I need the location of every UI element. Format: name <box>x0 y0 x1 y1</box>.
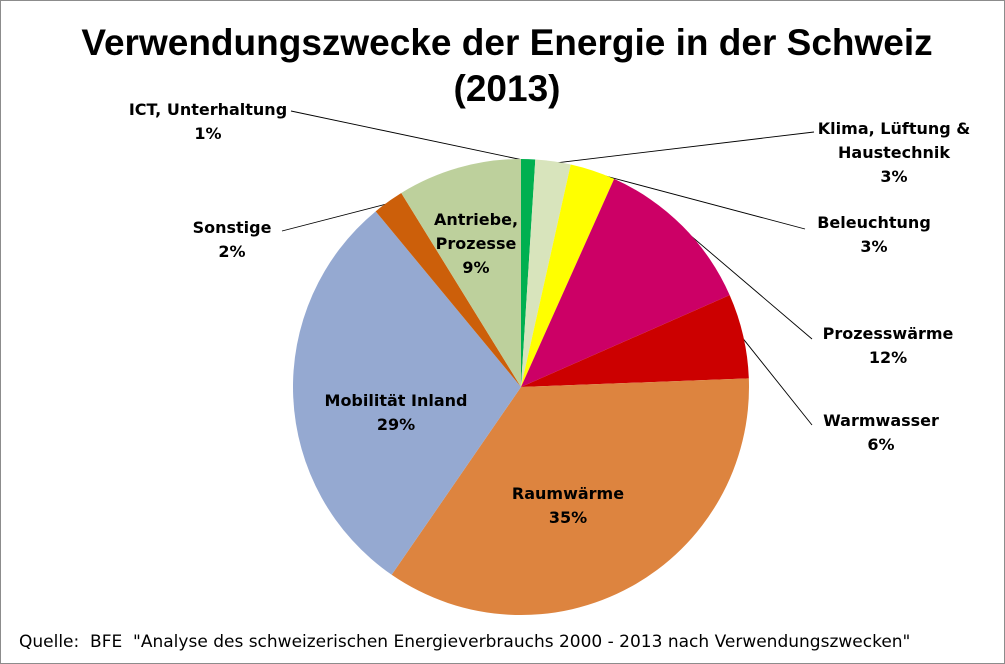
pie-slice <box>401 159 521 387</box>
slice-label: Antriebe, Prozesse 9% <box>434 210 518 277</box>
pie-slice <box>391 378 750 616</box>
leader-line <box>740 336 813 426</box>
chart-subtitle: (2013) <box>454 68 561 109</box>
slice-label: Sonstige 2% <box>193 218 272 261</box>
source-note: Quelle: BFE "Analyse des schweizerischen… <box>19 632 910 652</box>
chart-title: Verwendungszwecke der Energie in der Sch… <box>81 22 932 63</box>
slice-percent: 12% <box>869 348 907 367</box>
slice-label: Klima, Lüftung & Haustechnik 3% <box>818 119 970 186</box>
leader-line <box>681 227 813 340</box>
slice-label: Beleuchtung 3% <box>817 213 931 256</box>
slice-category: Sonstige <box>193 218 272 237</box>
slice-category: Raumwärme <box>512 484 624 503</box>
slice-percent: 9% <box>462 258 489 277</box>
slice-category: Beleuchtung <box>817 213 931 232</box>
slice-label: Raumwärme 35% <box>512 484 624 527</box>
slice-percent: 6% <box>867 435 894 454</box>
pie-slice <box>375 192 521 387</box>
data-labels: ICT, Unterhaltung 1% Klima, Lüftung & Haust… <box>129 100 970 527</box>
slice-category: Mobilität Inland <box>325 391 468 410</box>
pie-slice <box>521 159 536 387</box>
pie-slice <box>521 159 571 387</box>
slice-category: Prozesse <box>436 234 517 253</box>
slice-label: Mobilität Inland 29% <box>325 391 468 434</box>
slice-category: Prozesswärme <box>823 324 954 343</box>
slice-percent: 1% <box>194 124 221 143</box>
slice-label: ICT, Unterhaltung 1% <box>129 100 287 143</box>
slice-percent: 2% <box>218 242 245 261</box>
slice-category: ICT, Unterhaltung <box>129 100 287 119</box>
slice-category: Klima, Lüftung & <box>818 119 970 138</box>
pie-slice <box>521 164 615 387</box>
slice-category: Warmwasser <box>823 411 939 430</box>
slice-percent: 3% <box>880 167 907 186</box>
leader-line <box>281 202 390 232</box>
pie-slice <box>521 178 730 387</box>
pie-slices <box>292 159 750 616</box>
leader-line <box>592 172 806 230</box>
leader-line <box>290 110 529 162</box>
slice-percent: 35% <box>549 508 587 527</box>
leader-line <box>552 131 815 164</box>
slice-percent: 3% <box>860 237 887 256</box>
slice-label: Warmwasser 6% <box>823 411 939 454</box>
slice-category: Antriebe, <box>434 210 518 229</box>
slice-percent: 29% <box>377 415 415 434</box>
pie-slice <box>521 295 749 387</box>
slice-category: Haustechnik <box>838 143 950 162</box>
leader-lines <box>281 110 815 426</box>
pie-slice <box>292 211 521 575</box>
slice-label: Prozesswärme 12% <box>823 324 954 367</box>
